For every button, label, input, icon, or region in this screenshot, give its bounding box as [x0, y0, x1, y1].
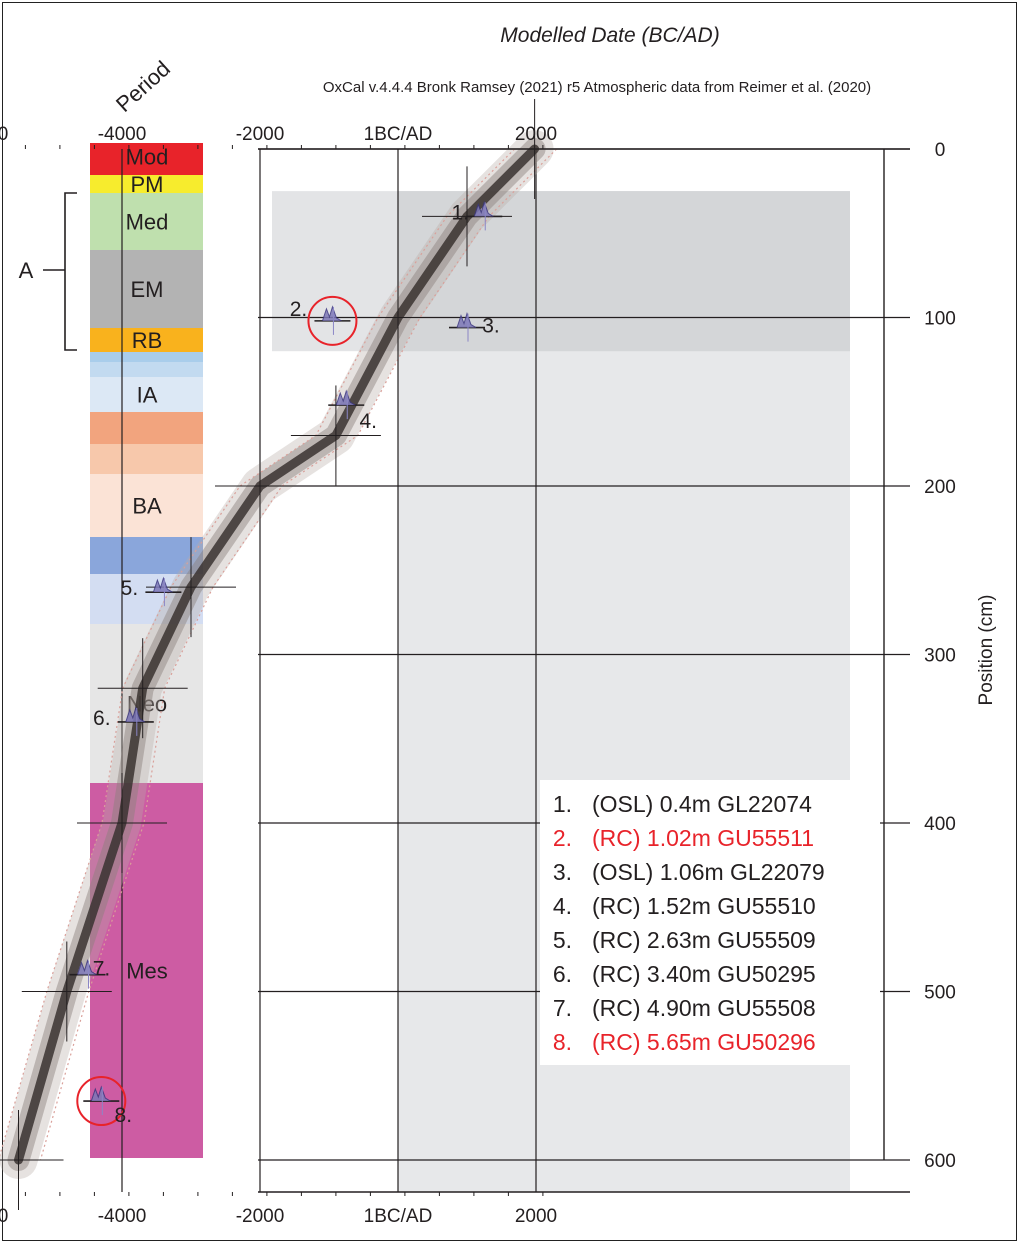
sample-highlight-circle [307, 295, 358, 346]
period-band [90, 377, 203, 412]
legend-background [540, 780, 880, 1065]
period-band [90, 175, 203, 193]
period-band [90, 193, 203, 250]
sample-label: 3. [482, 315, 500, 338]
period-band [90, 143, 203, 170]
model-bound-lower [0, 148, 516, 1157]
period-label: BA [132, 494, 162, 519]
y-axis-label: Position (cm) [976, 595, 997, 706]
period-band [90, 328, 203, 352]
x-tick-label-bottom: -6000 [0, 1206, 8, 1227]
period-bracket [64, 192, 77, 351]
sample-label: 7. [93, 958, 111, 981]
sample-distribution [152, 576, 173, 593]
sample-label: 6. [93, 707, 111, 730]
sample-distribution [77, 959, 97, 976]
period-label: RB [132, 328, 163, 353]
sample-markers: 1. 2. 3. 4. 5. 6. 7. 8. [69, 200, 503, 1127]
x-tick-label-top: -2000 [236, 124, 285, 145]
legend-number: 3. [553, 859, 572, 885]
legend-entry: (OSL) 0.4m GL22074 [592, 791, 812, 817]
legend-entry: (RC) 1.02m GU55511 [592, 825, 814, 851]
period-label: PM [131, 172, 164, 197]
sample-label: 1. [451, 201, 469, 224]
x-tick-label-bottom: -4000 [98, 1206, 147, 1227]
sample-distribution [473, 200, 494, 217]
period-band [90, 444, 203, 474]
period-band [90, 352, 203, 362]
period-label: Med [126, 210, 169, 235]
model-bound-upper [39, 148, 558, 1161]
x-tick-label-top: 2000 [515, 124, 557, 145]
period-label: Mod [126, 145, 169, 170]
legend-entry: (OSL) 1.06m GL22079 [592, 859, 825, 885]
y-tick-label: 400 [924, 814, 956, 835]
axes [24, 145, 910, 1196]
x-tick-label-bottom: 1BC/AD [364, 1206, 433, 1227]
period-band [90, 474, 203, 537]
sample-distribution [456, 312, 477, 329]
y-tick-label: 600 [924, 1151, 956, 1172]
x-tick-label-bottom: -2000 [236, 1206, 285, 1227]
chart-title: Modelled Date (BC/AD) [500, 24, 719, 47]
period-band [90, 783, 203, 1158]
period-band [90, 624, 203, 783]
legend-number: 5. [553, 927, 572, 953]
period-title: Period [111, 56, 175, 117]
period-band [90, 412, 203, 444]
sample-label: 2. [290, 298, 308, 321]
period-label: Mes [126, 959, 168, 984]
period-label: IA [137, 383, 158, 408]
period-band [90, 170, 203, 175]
x-tick-label-top: -6000 [0, 124, 8, 145]
sample-label: 4. [359, 410, 377, 433]
legend-number: 6. [553, 961, 572, 987]
x-tick-label-bottom: 2000 [515, 1206, 557, 1227]
sample-highlight-circle [76, 1076, 127, 1127]
sample-distribution [321, 305, 342, 322]
age-depth-model [0, 99, 580, 1210]
y-tick-label: 0 [935, 140, 946, 161]
legend-number: 2. [553, 825, 572, 851]
tick-labels: -6000 -6000 -4000 -4000 -2000 -2000 1BC/AD 1BC/… [0, 124, 956, 1227]
y-tick-label: 100 [924, 309, 956, 330]
bracket-label: A [19, 258, 34, 283]
model-median [14, 144, 540, 1165]
shaded-overlap [398, 191, 850, 352]
y-tick-label: 200 [924, 477, 956, 498]
legend-number: 1. [553, 791, 572, 817]
chart-subtitle: OxCal v.4.4.4 Bronk Ramsey (2021) r5 Atm… [323, 79, 871, 96]
x-tick-label-top: 1BC/AD [364, 124, 433, 145]
period-band [90, 362, 203, 377]
legend-number: 8. [553, 1029, 572, 1055]
sample-legend: 1. (OSL) 0.4m GL22074 2. (RC) 1.02m GU55511… [540, 780, 880, 1065]
y-tick-label: 300 [924, 646, 956, 667]
legend-entry: (RC) 3.40m GU50295 [592, 961, 816, 987]
legend-entry: (RC) 5.65m GU50296 [592, 1029, 816, 1055]
y-tick-label: 500 [924, 983, 956, 1004]
sample-distribution [335, 389, 356, 406]
x-tick-label-top: -4000 [98, 124, 147, 145]
sample-distribution [90, 1085, 111, 1102]
period-label: EM [131, 277, 164, 302]
sample-label: 5. [121, 577, 139, 600]
sample-distribution [125, 706, 146, 723]
legend-number: 7. [553, 995, 572, 1021]
legend-entry: (RC) 4.90m GU55508 [592, 995, 816, 1021]
period-band [90, 250, 203, 328]
legend-entry: (RC) 1.52m GU55510 [592, 893, 816, 919]
legend-number: 4. [553, 893, 572, 919]
sample-label: 8. [115, 1104, 133, 1127]
legend-entry: (RC) 2.63m GU55509 [592, 927, 816, 953]
